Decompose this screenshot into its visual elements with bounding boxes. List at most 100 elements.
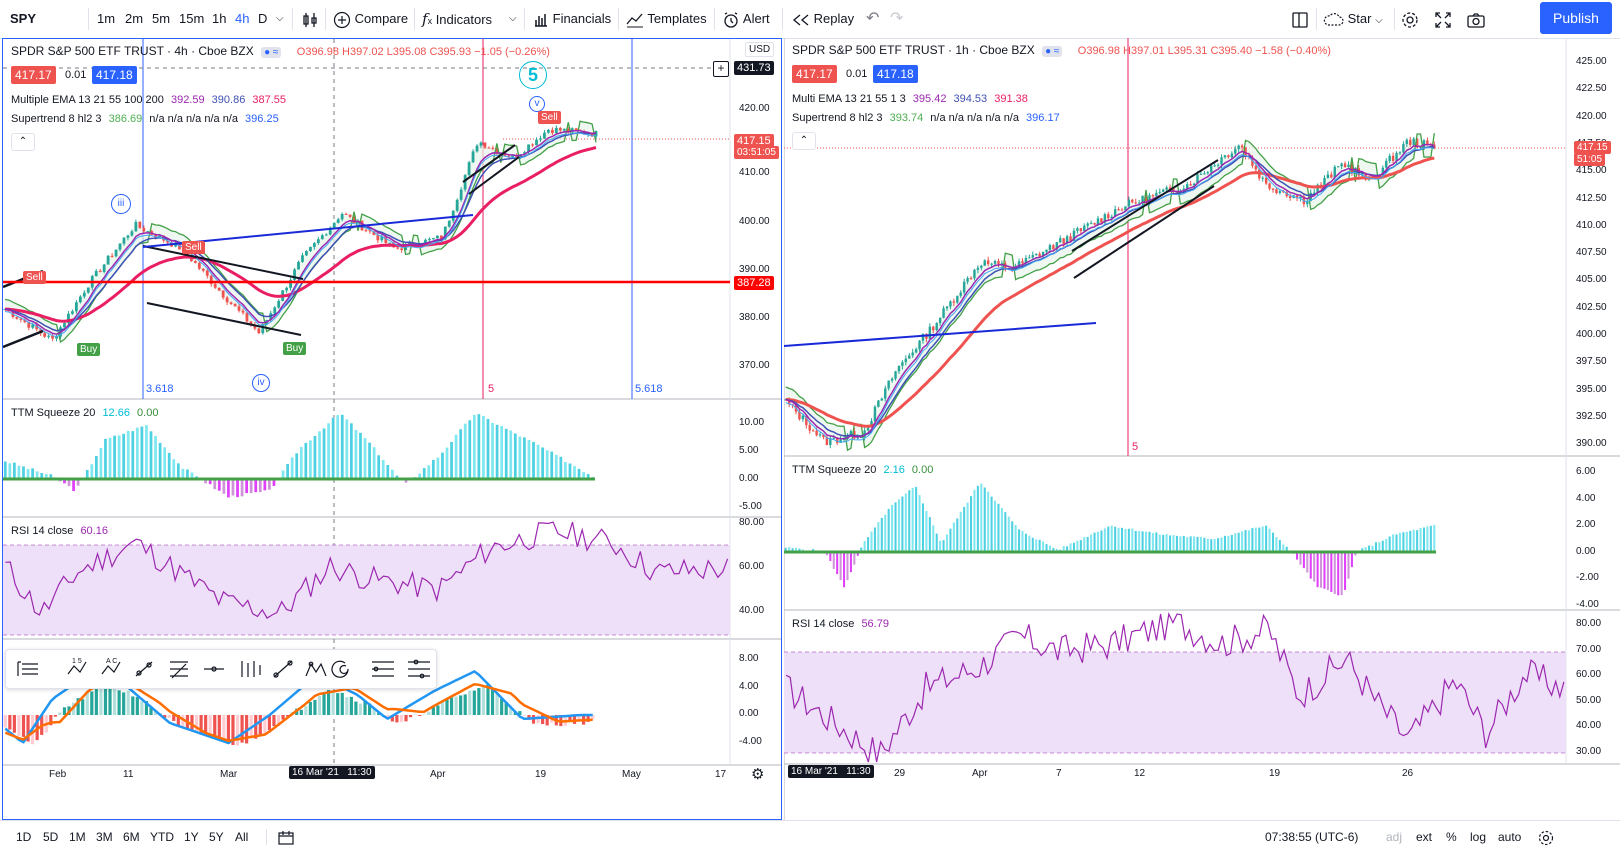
range-6m[interactable]: 6M bbox=[123, 830, 140, 844]
supertrend-legend: Supertrend 8 hl2 3 393.74 n/a n/a n/a n/… bbox=[792, 112, 1064, 124]
candle-body bbox=[908, 355, 911, 359]
range-1d[interactable]: 1D bbox=[16, 830, 32, 844]
fib-label: 5.618 bbox=[635, 383, 663, 395]
crosshair-date-label: 16 Mar '21 11:30 bbox=[289, 766, 375, 779]
left-chart[interactable]: SPDR S&P 500 ETF TRUST · 4h · Cboe BZX ●… bbox=[2, 38, 782, 820]
interval-1m[interactable]: 1m bbox=[97, 11, 116, 26]
layout-save-button[interactable]: Star ⌵ bbox=[1322, 0, 1383, 38]
candle-body bbox=[1330, 174, 1333, 178]
rsi-line bbox=[785, 611, 1565, 763]
interval-1h[interactable]: 1h bbox=[212, 11, 227, 26]
range-ytd[interactable]: YTD bbox=[150, 830, 174, 844]
crosshair-price-label: 431.73 bbox=[734, 61, 774, 75]
rsi-tick: 50.00 bbox=[1576, 694, 1602, 706]
bid-price[interactable]: 417.17 bbox=[11, 66, 56, 84]
candle-body bbox=[1227, 155, 1230, 158]
interval-dropdown-icon[interactable]: ⌵ bbox=[276, 13, 284, 24]
symbol-search[interactable]: SPY bbox=[10, 11, 37, 26]
adj-toggle[interactable]: adj bbox=[1386, 830, 1403, 844]
undo-icon[interactable]: ↶ bbox=[866, 10, 880, 27]
publish-button[interactable]: Publish bbox=[1540, 2, 1612, 34]
candle-body bbox=[134, 221, 138, 232]
percent-toggle[interactable]: % bbox=[1446, 830, 1457, 844]
candle-body bbox=[1079, 228, 1083, 231]
right-chart-canvas[interactable] bbox=[784, 38, 1620, 820]
collapse-legend-icon[interactable]: ⌃ bbox=[792, 132, 816, 150]
range-3m[interactable]: 3M bbox=[96, 830, 113, 844]
ttm-tick: 2.00 bbox=[1576, 519, 1596, 530]
auto-toggle[interactable]: auto bbox=[1498, 830, 1522, 844]
currency-label[interactable]: USD bbox=[745, 42, 775, 57]
collapse-legend-icon[interactable]: ⌃ bbox=[11, 133, 35, 151]
range-1y[interactable]: 1Y bbox=[184, 830, 199, 844]
drawing-toolbar: 1 5 A C bbox=[5, 649, 437, 689]
indicators-button[interactable]: fx Indicators bbox=[422, 10, 493, 28]
ema-value-2: 390.86 bbox=[211, 94, 246, 106]
candle-body bbox=[527, 144, 530, 153]
fullscreen-icon[interactable] bbox=[1434, 0, 1452, 38]
candle-body bbox=[1089, 223, 1093, 225]
range-5d[interactable]: 5D bbox=[43, 830, 59, 844]
candle-body bbox=[1405, 139, 1409, 145]
settings-gear-icon[interactable] bbox=[1401, 0, 1419, 38]
add-alert-plus-icon[interactable]: + bbox=[713, 61, 729, 77]
candle-body bbox=[1288, 196, 1292, 199]
svg-text:1 5: 1 5 bbox=[72, 658, 82, 665]
visibility-toggle-icon[interactable]: ● ≈ bbox=[261, 47, 282, 58]
alert-button[interactable]: Alert bbox=[722, 0, 770, 38]
interval-4h[interactable]: 4h bbox=[235, 11, 250, 26]
compare-button[interactable]: Compare bbox=[333, 0, 408, 38]
candle-body bbox=[455, 199, 459, 211]
candle-body bbox=[921, 333, 925, 341]
range-all[interactable]: All bbox=[235, 830, 249, 844]
log-toggle[interactable]: log bbox=[1470, 830, 1487, 844]
range-1m[interactable]: 1M bbox=[69, 830, 86, 844]
candle-body bbox=[1096, 218, 1100, 225]
rsi-tick: 40.00 bbox=[739, 605, 765, 616]
clock[interactable]: 07:38:55 (UTC-6) bbox=[1265, 830, 1359, 844]
candle-body bbox=[197, 262, 201, 269]
templates-button[interactable]: Templates bbox=[626, 0, 707, 38]
left-time-axis[interactable]: Feb 11 Mar Apr 19 May 17 16 Mar '21 11:3… bbox=[3, 765, 781, 785]
redo-icon[interactable]: ↷ bbox=[890, 10, 904, 27]
drawing-tools-icons[interactable]: 1 5 A C bbox=[6, 650, 436, 688]
visibility-toggle-icon[interactable]: ● ≈ bbox=[1042, 46, 1063, 57]
chart-type-candles-icon[interactable] bbox=[301, 0, 319, 38]
range-5y[interactable]: 5Y bbox=[209, 830, 224, 844]
right-time-axis[interactable]: 16 Mar '21 11:30 29 Apr 7 12 19 26 bbox=[784, 764, 1620, 784]
candle-body bbox=[245, 312, 249, 322]
settings-gear-icon[interactable] bbox=[1538, 821, 1554, 853]
sell-signal: Sell bbox=[23, 271, 46, 284]
candle-body bbox=[479, 142, 483, 146]
candle-body bbox=[491, 147, 495, 149]
candle-body bbox=[1076, 228, 1079, 231]
ext-toggle[interactable]: ext bbox=[1416, 830, 1433, 844]
ask-price[interactable]: 417.18 bbox=[92, 66, 137, 84]
interval-d[interactable]: D bbox=[258, 11, 268, 26]
indicators-dropdown-icon[interactable]: ⌵ bbox=[509, 13, 517, 24]
trend-line bbox=[462, 144, 516, 183]
interval-5m[interactable]: 5m bbox=[152, 11, 171, 26]
candle-body bbox=[798, 411, 801, 420]
right-chart[interactable]: SPDR S&P 500 ETF TRUST · 1h · Cboe BZX ●… bbox=[784, 38, 1620, 820]
camera-icon[interactable] bbox=[1466, 0, 1486, 38]
candle-body bbox=[942, 308, 945, 318]
price-tick: 410.00 bbox=[739, 167, 770, 178]
layout-icon[interactable] bbox=[1291, 0, 1309, 38]
wave-iii-label: iii bbox=[111, 194, 131, 214]
interval-15m[interactable]: 15m bbox=[179, 11, 205, 26]
left-chart-canvas[interactable] bbox=[3, 39, 782, 820]
bid-price[interactable]: 417.17 bbox=[792, 65, 837, 83]
replay-button[interactable]: Replay bbox=[792, 0, 854, 38]
ask-price[interactable]: 417.18 bbox=[873, 65, 918, 83]
candle-body bbox=[1038, 253, 1041, 257]
macd-tick: -4.00 bbox=[739, 736, 762, 747]
toolbar-divider bbox=[524, 8, 525, 30]
ttm-value-1: 2.16 bbox=[883, 464, 905, 476]
interval-2m[interactable]: 2m bbox=[125, 11, 144, 26]
settings-gear-icon[interactable]: ⚙ bbox=[751, 766, 765, 783]
financials-button[interactable]: Financials bbox=[533, 0, 611, 38]
candle-body bbox=[31, 324, 35, 328]
candle-body bbox=[1165, 187, 1168, 190]
goto-date-icon[interactable] bbox=[278, 821, 294, 853]
